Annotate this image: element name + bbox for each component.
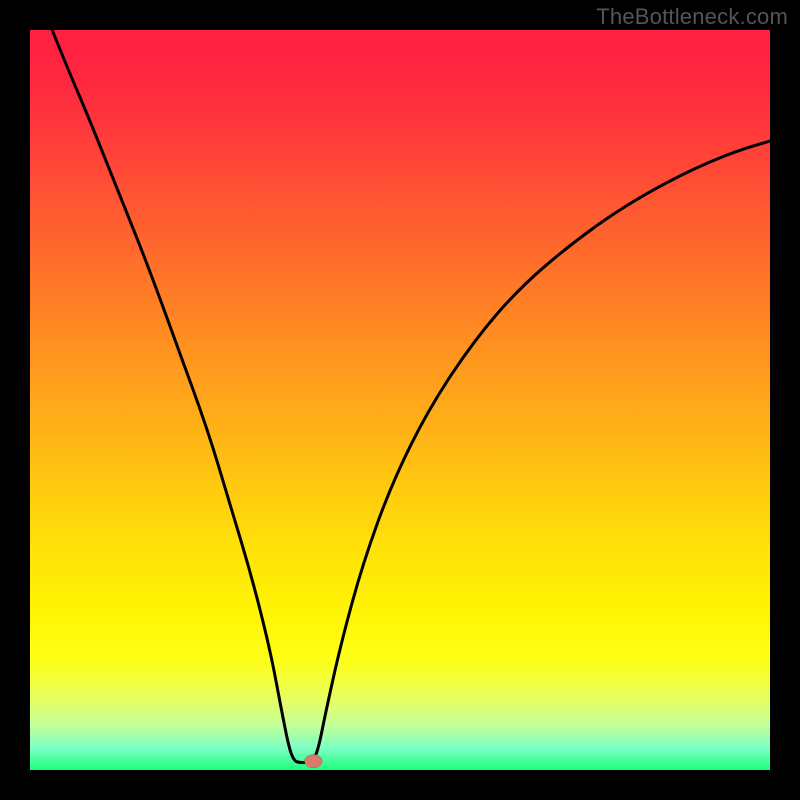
optimum-marker <box>305 754 323 767</box>
bottleneck-chart <box>0 0 800 800</box>
watermark-text: TheBottleneck.com <box>596 4 788 30</box>
plot-background <box>30 30 770 770</box>
chart-container: TheBottleneck.com <box>0 0 800 800</box>
